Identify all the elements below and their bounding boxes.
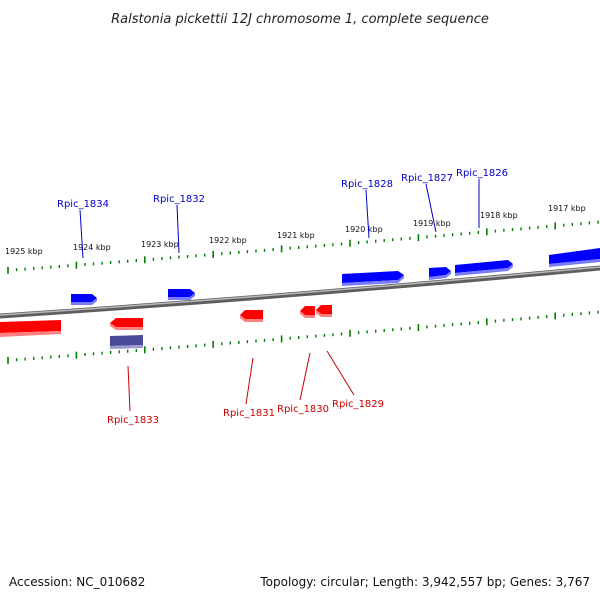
gene-label-rpic-1830[interactable]: Rpic_1830 [277, 404, 329, 415]
gene-rpic-1834[interactable] [71, 294, 97, 305]
accession-text: Accession: NC_010682 [9, 575, 145, 589]
gene-rpic-1831[interactable] [240, 310, 263, 322]
scale-tick-label-1925: 1925 kbp [5, 247, 43, 256]
gene-rpic-1826[interactable] [455, 260, 513, 276]
genome-summary-text: Topology: circular; Length: 3,942,557 bp… [259, 575, 590, 589]
gene-rpic-1832[interactable] [168, 289, 195, 300]
scale-tick-label-1923: 1923 kbp [141, 240, 179, 249]
gene-label-rpic-1832[interactable]: Rpic_1832 [153, 194, 205, 205]
gene-label-rpic-1827[interactable]: Rpic_1827 [401, 173, 453, 184]
gene-label-rpic-1833[interactable]: Rpic_1833 [107, 415, 159, 426]
gene-forward-offscreen[interactable] [549, 248, 600, 267]
gene-label-rpic-1831[interactable]: Rpic_1831 [223, 408, 275, 419]
scale-tick-label-1918: 1918 kbp [480, 211, 518, 220]
gene-rpic-1829[interactable] [316, 305, 332, 317]
gene-label-rpic-1826[interactable]: Rpic_1826 [456, 168, 508, 179]
reverse-gene-labels: Rpic_1833 Rpic_1831 Rpic_1830 Rpic_1829 [107, 350, 384, 426]
scale-tick-label-1922: 1922 kbp [209, 236, 247, 245]
scale-tick-label-1924: 1924 kbp [73, 243, 111, 252]
forward-gene-labels: Rpic_1834 Rpic_1832 Rpic_1828 Rpic_1827 … [57, 168, 508, 259]
gene-rpic-1828[interactable] [342, 271, 404, 286]
map-title: Ralstonia pickettii 12J chromosome 1, co… [111, 12, 489, 27]
gene-label-rpic-1829[interactable]: Rpic_1829 [332, 399, 384, 410]
gene-reverse-offscreen[interactable] [0, 320, 61, 337]
gene-label-rpic-1834[interactable]: Rpic_1834 [57, 199, 109, 210]
forward-genes [71, 248, 600, 305]
gene-rpic-1827[interactable] [429, 267, 451, 280]
gene-rpic-1833[interactable] [110, 318, 143, 330]
gene-label-rpic-1828[interactable]: Rpic_1828 [341, 179, 393, 190]
scale-tick-label-1919: 1919 kbp [413, 219, 451, 228]
gene-rpic-1833-neighbor[interactable] [110, 335, 143, 349]
reverse-genes [0, 305, 332, 349]
scale-tick-labels: 1925 kbp 1924 kbp 1923 kbp 1922 kbp 1921… [5, 204, 586, 256]
scale-tick-label-1921: 1921 kbp [277, 231, 315, 240]
chromosome-backbone [0, 265, 600, 319]
lower-scale-track [7, 310, 599, 364]
upper-scale-track [7, 220, 599, 274]
gene-rpic-1830[interactable] [300, 306, 315, 318]
scale-tick-label-1920: 1920 kbp [345, 225, 383, 234]
scale-tick-label-1917: 1917 kbp [548, 204, 586, 213]
